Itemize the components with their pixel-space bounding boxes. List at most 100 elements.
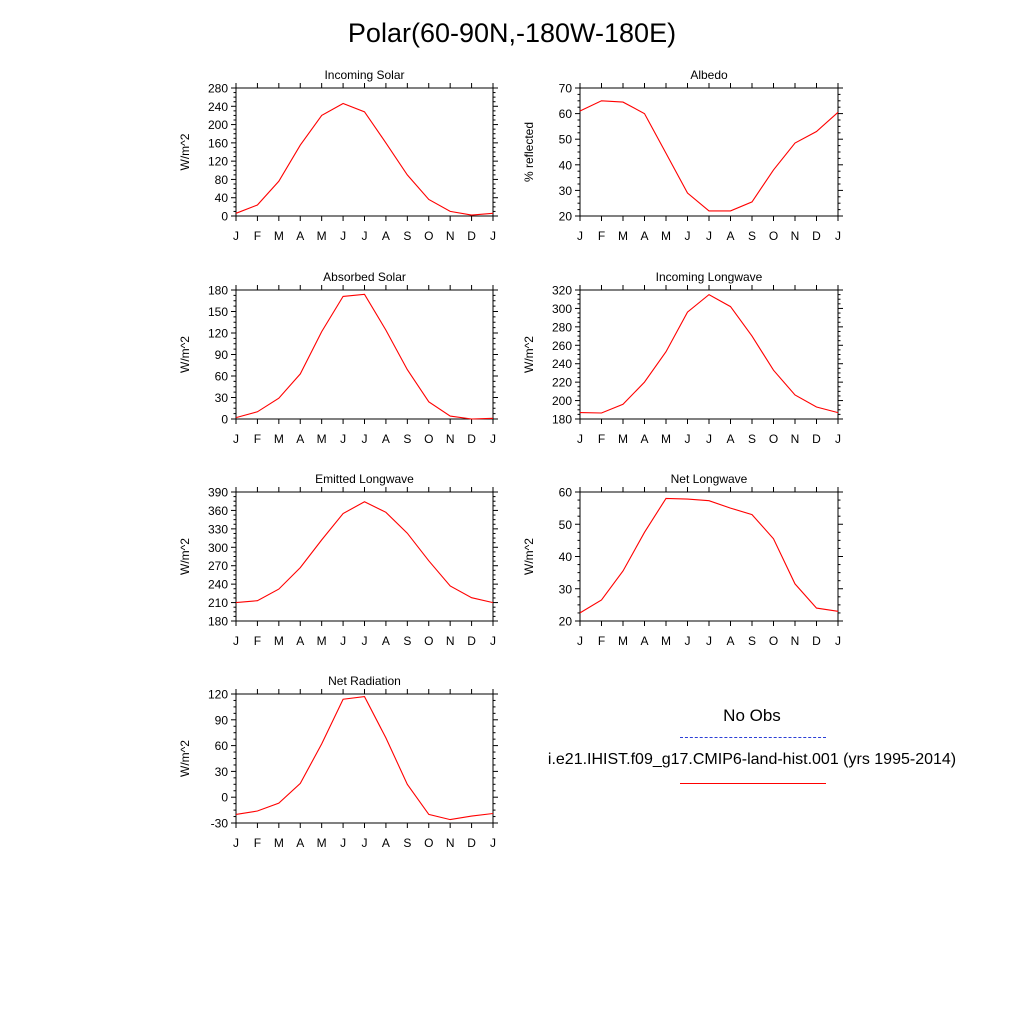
y-tick-label: 0	[221, 791, 228, 805]
series-line	[579, 293, 839, 414]
y-tick-label: 390	[208, 486, 228, 500]
chart-title: Albedo	[690, 68, 728, 82]
x-tick-label: J	[233, 432, 239, 446]
y-axis-label: W/m^2	[178, 538, 192, 575]
y-tick-label: 280	[552, 320, 572, 334]
x-tick-label: D	[467, 229, 476, 243]
x-tick-label: S	[403, 229, 411, 243]
x-tick-label: J	[685, 229, 691, 243]
x-tick-label: S	[403, 634, 411, 648]
x-tick-label: O	[424, 229, 433, 243]
y-tick-label: 180	[552, 413, 572, 427]
chart-incoming-solar: Incoming Solar W/m^2 0 40 80 120 160 200 240 280 J…	[178, 68, 498, 243]
y-axis-label: % reflected	[522, 122, 536, 182]
x-tick-label: J	[685, 634, 691, 648]
y-tick-label: 80	[215, 173, 229, 187]
y-tick-label: 120	[208, 155, 228, 169]
x-tick-label: O	[424, 836, 433, 850]
y-axis-label: W/m^2	[522, 538, 536, 575]
y-tick-label: 90	[215, 713, 229, 727]
x-tick-label: F	[598, 229, 605, 243]
x-tick-label: D	[812, 229, 821, 243]
y-axis-label: W/m^2	[178, 133, 192, 170]
y-axis-label: W/m^2	[178, 336, 192, 373]
x-tick-label: J	[362, 432, 368, 446]
x-tick-label: J	[340, 634, 346, 648]
x-tick-label: J	[685, 432, 691, 446]
x-tick-label: F	[598, 432, 605, 446]
x-tick-label: J	[577, 634, 583, 648]
x-tick-label: J	[490, 229, 496, 243]
y-tick-label: 60	[559, 486, 573, 500]
y-tick-label: 50	[559, 518, 573, 532]
x-tick-label: A	[726, 634, 734, 648]
x-tick-label: M	[274, 836, 284, 850]
x-tick-label: S	[748, 634, 756, 648]
x-tick-label: D	[467, 432, 476, 446]
x-tick-label: J	[577, 432, 583, 446]
x-tick-label: J	[233, 836, 239, 850]
chart-emitted-longwave: Emitted Longwave W/m^2 180 210 240 270 300 330 3…	[178, 472, 498, 648]
y-tick-label: 220	[552, 376, 572, 390]
y-axis-label: W/m^2	[522, 336, 536, 373]
chart-title: Net Radiation	[328, 674, 401, 688]
y-tick-label: 30	[215, 765, 229, 779]
x-tick-label: S	[748, 432, 756, 446]
chart-title: Emitted Longwave	[315, 472, 414, 486]
x-tick-label: J	[362, 836, 368, 850]
x-tick-label: F	[254, 229, 261, 243]
x-tick-label: J	[362, 229, 368, 243]
y-tick-label: 300	[552, 302, 572, 316]
x-tick-label: M	[317, 836, 327, 850]
x-tick-label: N	[791, 432, 800, 446]
x-tick-label: A	[382, 836, 390, 850]
series-line	[579, 100, 839, 212]
y-tick-label: 40	[559, 158, 573, 172]
x-tick-label: A	[382, 432, 390, 446]
legend-model-line	[680, 783, 826, 784]
x-tick-label: S	[748, 229, 756, 243]
chart-title: Net Longwave	[671, 472, 748, 486]
x-tick-label: J	[340, 229, 346, 243]
y-tick-label: 40	[559, 550, 573, 564]
y-tick-label: 240	[552, 357, 572, 371]
x-tick-label: A	[296, 229, 304, 243]
x-tick-label: A	[640, 229, 648, 243]
y-tick-label: 0	[221, 210, 228, 224]
y-tick-label: 330	[208, 522, 228, 536]
chart-incoming-longwave: Incoming Longwave W/m^2 180 200 220 240 260 280…	[522, 270, 843, 446]
x-tick-label: M	[274, 634, 284, 648]
series-line	[235, 293, 494, 420]
x-tick-label: M	[661, 432, 671, 446]
y-tick-label: 160	[208, 136, 228, 150]
y-tick-label: 60	[559, 107, 573, 121]
x-tick-label: J	[706, 634, 712, 648]
y-axis-label: W/m^2	[178, 740, 192, 777]
chart-title: Absorbed Solar	[323, 270, 406, 284]
y-tick-label: 60	[215, 370, 229, 384]
x-tick-label: D	[467, 634, 476, 648]
series-line	[235, 102, 494, 216]
y-tick-label: 270	[208, 559, 228, 573]
y-tick-label: 200	[208, 118, 228, 132]
y-tick-label: 280	[208, 82, 228, 96]
chart-title: Incoming Longwave	[656, 270, 763, 284]
y-tick-label: 200	[552, 394, 572, 408]
y-tick-label: 70	[559, 82, 573, 96]
y-tick-label: 180	[208, 615, 228, 629]
plot-frame	[235, 491, 494, 622]
y-tick-label: 180	[208, 284, 228, 298]
legend: No Obs i.e21.IHIST.f09_g17.CMIP6-land-hi…	[520, 700, 984, 800]
x-tick-label: A	[726, 229, 734, 243]
x-tick-label: A	[296, 432, 304, 446]
plot-frame	[579, 289, 839, 420]
x-tick-label: S	[403, 432, 411, 446]
x-tick-label: S	[403, 836, 411, 850]
x-tick-label: F	[254, 432, 261, 446]
y-tick-label: 240	[208, 578, 228, 592]
y-tick-label: 40	[215, 191, 229, 205]
x-tick-label: N	[446, 432, 455, 446]
x-tick-label: J	[706, 432, 712, 446]
x-tick-label: A	[726, 432, 734, 446]
